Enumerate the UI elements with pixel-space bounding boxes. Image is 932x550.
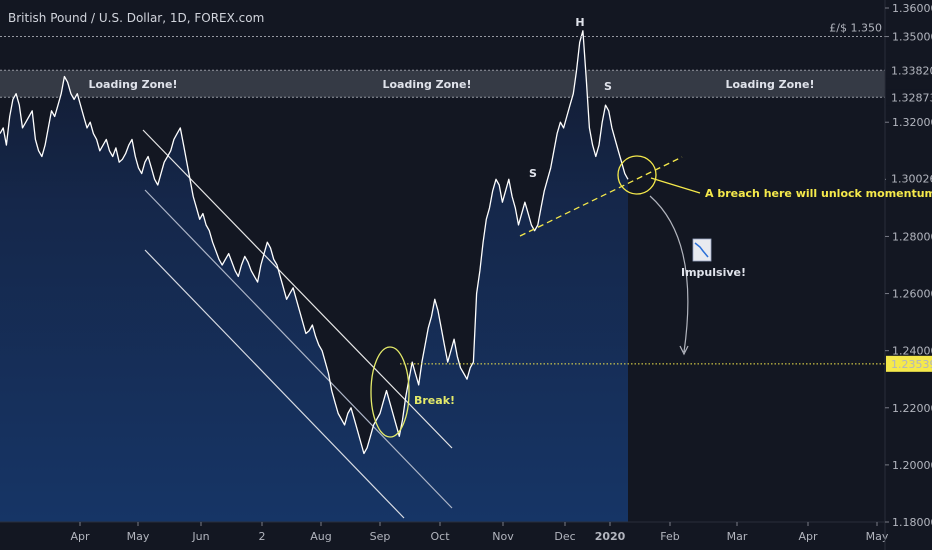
x-tick-label: 2	[259, 530, 266, 543]
x-tick-label: Sep	[370, 530, 391, 543]
channel-lower-line	[144, 249, 405, 519]
descending-channel	[142, 129, 453, 519]
y-tick-label: 1.20000	[892, 459, 932, 472]
loading-zone-label: Loading Zone!	[382, 78, 471, 91]
x-tick-label: Jun	[191, 530, 209, 543]
target-price-tag	[886, 355, 932, 372]
x-tick-label: Feb	[660, 530, 679, 543]
price-line	[0, 30, 629, 455]
projection-arrow	[649, 195, 689, 353]
y-tick-label: 1.26000	[892, 288, 932, 301]
channel-mid-line	[144, 189, 453, 509]
price-tag-label: 1.32873	[891, 91, 932, 104]
impulsive-label: Impulsive!	[681, 266, 746, 279]
y-tick-label: 1.28000	[892, 230, 932, 243]
x-tick-label: May	[127, 530, 150, 543]
channel-upper-line	[142, 129, 453, 449]
x-tick-label: Mar	[727, 530, 748, 543]
price-area-fill	[0, 30, 628, 523]
price-tag	[886, 89, 932, 106]
break-circle	[370, 346, 410, 438]
break-label: Break!	[414, 394, 455, 407]
projection-arrowhead	[679, 345, 689, 356]
loading-zone-label: Loading Zone!	[88, 78, 177, 91]
chart-decreasing-icon-line	[694, 242, 709, 258]
left-shoulder-label: S	[529, 167, 537, 180]
x-tick-label: May	[866, 530, 889, 543]
breach-circle	[617, 155, 657, 195]
price-tag	[886, 62, 932, 79]
y-tick-label: 1.22000	[892, 402, 932, 415]
chart-title: British Pound / U.S. Dollar, 1D, FOREX.c…	[8, 11, 264, 25]
price-tag-label: 1.30026	[891, 173, 932, 186]
right-shoulder-label: S	[604, 80, 612, 93]
x-tick-label: Dec	[554, 530, 575, 543]
y-tick-label: 1.18000	[892, 516, 932, 529]
x-tick-label: 2020	[595, 530, 626, 543]
y-tick-label: 1.36000	[892, 2, 932, 15]
x-tick-label: Apr	[70, 530, 90, 543]
x-tick-label: Oct	[430, 530, 450, 543]
level-1350-label: £/$ 1.350	[829, 22, 882, 35]
head-label: H	[575, 16, 584, 29]
price-tag	[886, 170, 932, 187]
y-tick-label: 1.24000	[892, 345, 932, 358]
y-tick-label: 1.35000	[892, 31, 932, 44]
target-price-tag-label: 1.23539	[891, 358, 932, 371]
price-tag-label: 1.33820	[891, 64, 932, 77]
x-tick-label: Nov	[492, 530, 514, 543]
breach-label: A breach here will unlock momentum!	[705, 187, 932, 200]
y-tick-label: 1.32000	[892, 116, 932, 129]
loading-zone-label: Loading Zone!	[725, 78, 814, 91]
x-tick-label: Aug	[310, 530, 331, 543]
loading-zone-band	[0, 70, 885, 98]
x-tick-label: Apr	[798, 530, 818, 543]
breach-pointer-line	[650, 177, 701, 194]
